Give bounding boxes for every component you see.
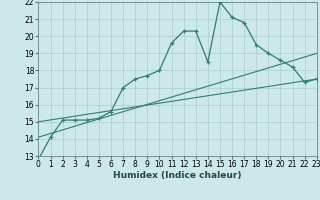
- X-axis label: Humidex (Indice chaleur): Humidex (Indice chaleur): [113, 171, 242, 180]
